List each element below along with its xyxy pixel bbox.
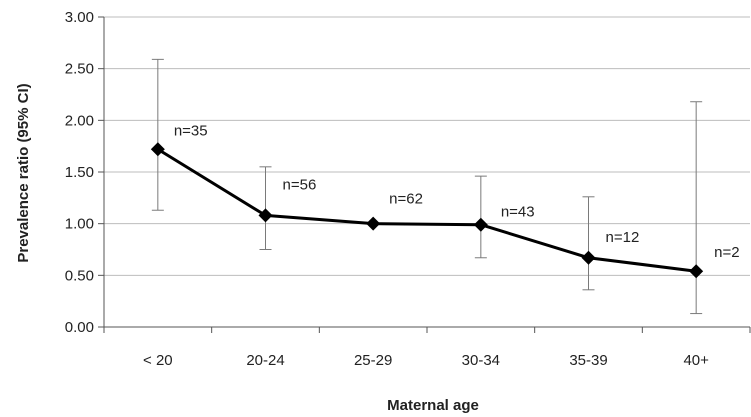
gridlines [104,16,750,276]
y-tick-label: 1.50 [65,164,94,181]
error-bars [151,58,703,315]
data-points [150,142,704,279]
y-tick-label: 2.00 [65,112,94,129]
n-annotation: n=56 [283,176,317,193]
y-tick-label: 2.50 [65,61,94,78]
y-tick-label: 0.00 [65,319,94,336]
x-tick-label: 20-24 [246,352,284,369]
n-annotation: n=2 [714,244,739,261]
x-tick-label: 30-34 [462,352,500,369]
n-annotations: n=35 n=56 n=62 n=43 n=12 n=2 [174,122,740,261]
data-point-diamond [258,208,273,223]
x-tick-label: 40+ [683,352,709,369]
n-annotation: n=12 [606,229,640,246]
x-tick-label: 25-29 [354,352,392,369]
n-annotation: n=43 [501,204,535,221]
data-point-diamond [581,250,596,265]
x-tick-labels: < 20 20-24 25-29 30-34 35-39 40+ [143,352,709,369]
n-annotation: n=35 [174,122,208,139]
y-tick-labels: 0.00 0.50 1.00 1.50 2.00 2.50 3.00 [65,9,94,336]
data-point-diamond [150,142,165,157]
x-tick-label: 35-39 [569,352,607,369]
data-point-diamond [366,216,381,231]
data-point-diamond [473,217,488,232]
x-tick-label: < 20 [143,352,173,369]
y-tick-label: 1.00 [65,216,94,233]
x-axis-label: Maternal age [387,397,479,414]
data-point-diamond [689,264,704,279]
y-tick-label: 3.00 [65,9,94,26]
series-polyline [157,147,697,273]
series-line [157,147,697,273]
y-tick-label: 0.50 [65,267,94,284]
n-annotation: n=62 [389,191,423,208]
y-axis-label: Prevalence ratio (95% CI) [15,83,32,262]
axes [98,16,751,333]
